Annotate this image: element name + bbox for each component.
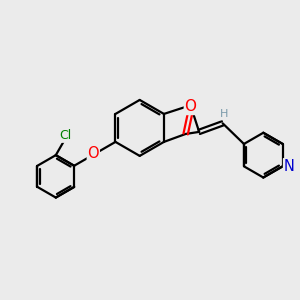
Text: Cl: Cl	[59, 129, 71, 142]
Text: N: N	[284, 159, 295, 174]
Text: H: H	[220, 110, 229, 119]
Text: O: O	[184, 99, 196, 114]
Text: O: O	[88, 146, 99, 161]
